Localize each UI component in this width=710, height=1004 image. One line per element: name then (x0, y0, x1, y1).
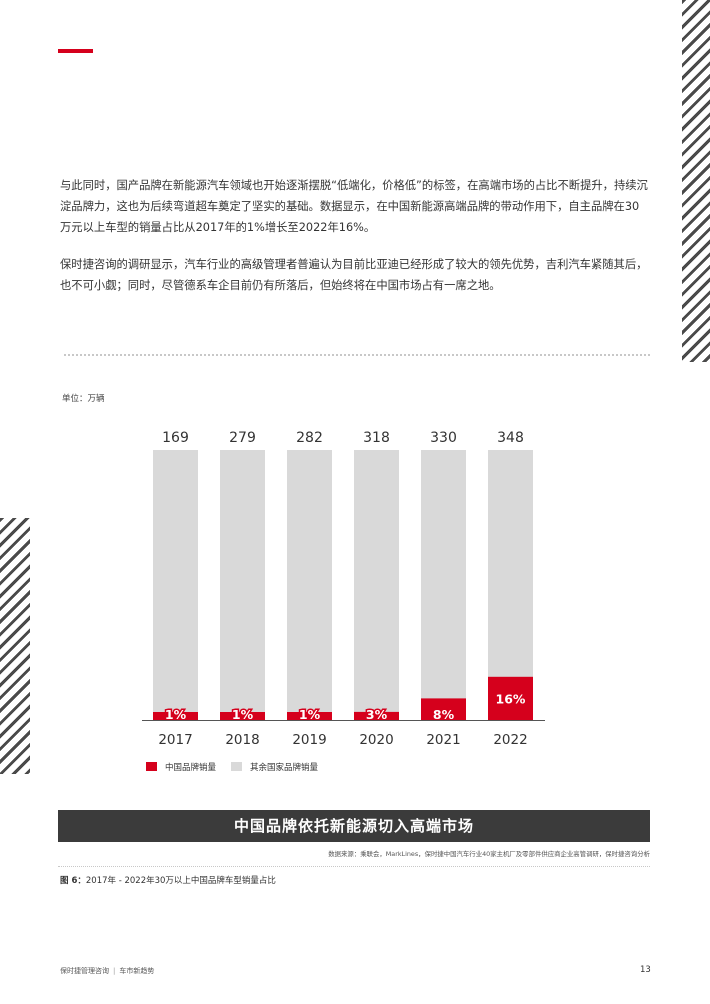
footer-brand-name: 保时捷管理咨询 (60, 967, 109, 975)
total-label: 279 (229, 430, 256, 446)
footer-separator: | (113, 967, 116, 975)
page-number: 13 (640, 965, 651, 975)
legend-swatch (146, 762, 157, 771)
bar-other-brands (488, 450, 533, 720)
figure-caption: 图 6：2017年 - 2022年30万以上中国品牌车型销量占比 (60, 874, 276, 886)
accent-bar (58, 49, 93, 53)
figure-caption-text: 2017年 - 2022年30万以上中国品牌车型销量占比 (85, 876, 276, 886)
total-label: 348 (497, 430, 524, 446)
x-tick-label: 2020 (359, 732, 393, 748)
share-label: 16% (496, 691, 526, 706)
legend-item-other-brands: 其余国家品牌销量 (231, 761, 318, 773)
share-label: 3% (366, 707, 388, 722)
divider (64, 354, 650, 356)
bar-other-brands (220, 450, 265, 720)
bar-china-brands (287, 712, 332, 720)
share-label: 1% (232, 707, 254, 722)
body-paragraph: 保时捷咨询的调研显示，汽车行业的高级管理者普遍认为目前比亚迪已经形成了较大的领先… (60, 258, 648, 292)
bar-other-brands (287, 450, 332, 720)
bar-china-brands (421, 698, 466, 720)
bar-chart: 169 1% 2017 279 1% 2018 282 1% 2019 318 3% 2020 330 8… (142, 430, 545, 748)
total-label: 169 (162, 430, 189, 446)
diagonal-stripes-decoration (682, 0, 710, 362)
total-label: 318 (363, 430, 390, 446)
chart-unit-label: 单位：万辆 (62, 394, 105, 404)
total-label: 282 (296, 430, 323, 446)
legend-swatch (231, 762, 242, 771)
x-tick-label: 2022 (493, 732, 527, 748)
divider (58, 866, 650, 867)
footer-brand: 保时捷管理咨询 | 车市新趋势 (60, 966, 154, 976)
bar-china-brands (354, 711, 399, 720)
x-tick-label: 2019 (292, 732, 326, 748)
share-label: 8% (433, 707, 455, 722)
legend-label: 中国品牌销量 (165, 763, 217, 773)
bar-other-brands (153, 450, 198, 720)
bar-china-brands (220, 712, 265, 720)
bar-china-brands (153, 712, 198, 720)
footer-section: 车市新趋势 (119, 967, 155, 975)
bar-china-brands (488, 676, 533, 720)
data-source-note: 数据来源：乘联会，MarkLines，保时捷中国汽车行业40家主机厂及零部件供应… (328, 850, 650, 858)
share-label: 1% (299, 707, 321, 722)
body-paragraph: 与此同时，国产品牌在新能源汽车领域也开始逐渐摆脱“低端化，价格低”的标签，在高端… (60, 179, 648, 234)
legend-label: 其余国家品牌销量 (250, 763, 319, 773)
diagonal-stripes-decoration (0, 518, 30, 774)
bar-other-brands (354, 450, 399, 720)
x-tick-label: 2018 (225, 732, 259, 748)
legend-item-china-brands: 中国品牌销量 (146, 761, 216, 773)
total-label: 330 (430, 430, 457, 446)
figure-caption-label: 图 6： (60, 876, 86, 886)
x-tick-label: 2021 (426, 732, 460, 748)
chart-title-banner: 中国品牌依托新能源切入高端市场 (58, 810, 650, 842)
x-tick-label: 2017 (158, 732, 192, 748)
share-label: 1% (165, 707, 187, 722)
bar-other-brands (421, 450, 466, 720)
